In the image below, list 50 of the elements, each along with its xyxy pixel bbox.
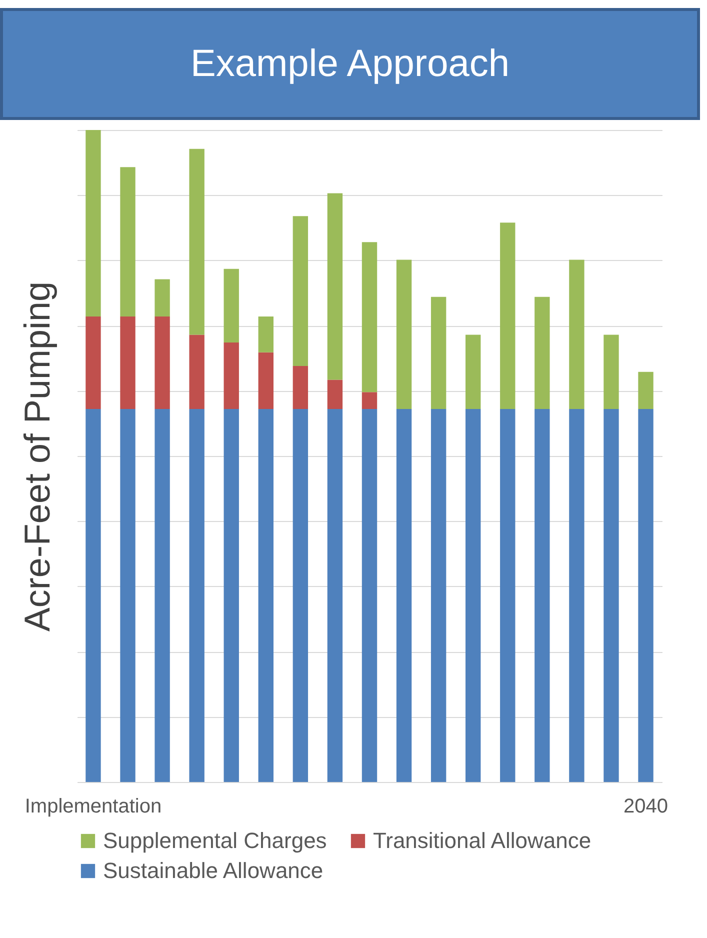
legend-label: Transitional Allowance xyxy=(373,828,592,853)
bar xyxy=(396,409,412,782)
bar xyxy=(189,409,204,782)
bar xyxy=(224,342,239,410)
bar xyxy=(569,409,584,782)
bar xyxy=(258,409,274,782)
x-tick-label: Implementation xyxy=(24,796,162,818)
bar xyxy=(466,334,481,410)
bar xyxy=(534,409,550,782)
x-tick-label: 2040 xyxy=(624,796,668,818)
bar xyxy=(569,260,584,410)
bar xyxy=(154,279,170,316)
bar xyxy=(362,392,378,410)
chart-title: Example Approach xyxy=(0,8,700,120)
bar xyxy=(604,334,619,410)
bar xyxy=(154,316,170,410)
bar xyxy=(86,409,101,782)
bar xyxy=(258,316,274,352)
bar xyxy=(500,222,516,410)
bar xyxy=(86,316,101,410)
bar xyxy=(604,409,619,782)
bar xyxy=(534,296,550,410)
bar xyxy=(120,409,136,782)
bar xyxy=(466,409,481,782)
bar xyxy=(120,167,136,316)
bar xyxy=(430,409,446,782)
legend-label: Supplemental Charges xyxy=(103,828,327,853)
bar xyxy=(224,409,239,782)
bar xyxy=(292,366,308,410)
bar xyxy=(154,409,170,782)
bar xyxy=(327,409,343,782)
bar xyxy=(224,268,239,343)
bar xyxy=(327,193,343,380)
bar xyxy=(430,296,446,410)
bar xyxy=(86,130,101,316)
bar xyxy=(638,372,654,410)
bar xyxy=(189,334,204,410)
bar xyxy=(189,148,204,335)
legend-label: Sustainable Allowance xyxy=(103,858,324,883)
bar xyxy=(500,409,516,782)
bar xyxy=(292,216,308,366)
bar xyxy=(120,316,136,410)
bar xyxy=(258,352,274,410)
y-axis-title: Acre-Feet of Pumping xyxy=(16,281,58,632)
bar xyxy=(638,409,654,782)
bar xyxy=(362,242,378,392)
bar xyxy=(292,409,308,782)
bar xyxy=(327,380,343,410)
bar xyxy=(362,409,378,782)
bar xyxy=(396,260,412,410)
